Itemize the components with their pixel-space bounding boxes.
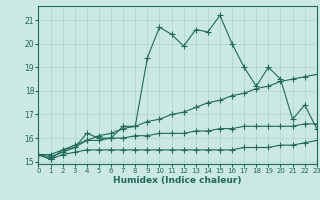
X-axis label: Humidex (Indice chaleur): Humidex (Indice chaleur): [113, 176, 242, 185]
